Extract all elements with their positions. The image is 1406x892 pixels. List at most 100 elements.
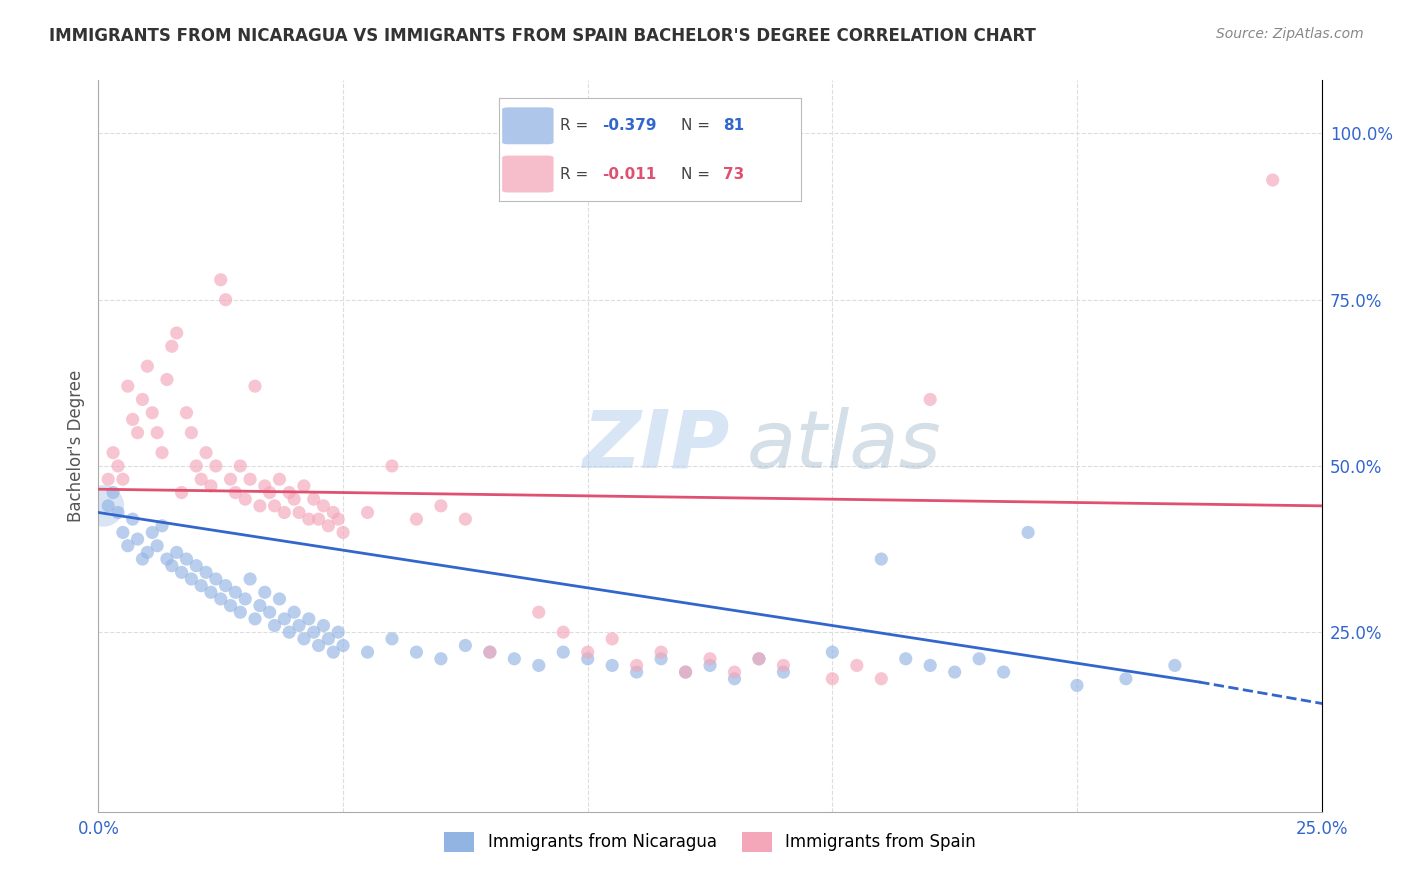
Point: [381, 632, 404, 646]
Point: [253, 479, 276, 493]
Point: [249, 499, 271, 513]
Point: [91, 499, 114, 513]
Point: [243, 379, 266, 393]
Point: [430, 652, 453, 666]
Point: [920, 658, 942, 673]
Point: [748, 652, 770, 666]
Point: [356, 506, 378, 520]
Point: [283, 492, 305, 507]
FancyBboxPatch shape: [502, 155, 554, 193]
Point: [111, 525, 134, 540]
Point: [224, 585, 246, 599]
Point: [239, 472, 262, 486]
Point: [943, 665, 966, 679]
Point: [146, 539, 169, 553]
Point: [920, 392, 942, 407]
Point: [269, 472, 291, 486]
Point: [312, 499, 335, 513]
Point: [219, 599, 242, 613]
Point: [405, 645, 427, 659]
Point: [626, 665, 648, 679]
Point: [229, 605, 252, 619]
Point: [576, 652, 599, 666]
Point: [127, 532, 149, 546]
Point: [772, 665, 794, 679]
Point: [527, 605, 550, 619]
Point: [723, 672, 745, 686]
Point: [356, 645, 378, 659]
Point: [845, 658, 868, 673]
Point: [527, 658, 550, 673]
Point: [219, 472, 242, 486]
Point: [283, 605, 305, 619]
Point: [186, 458, 208, 473]
Text: N =: N =: [681, 119, 714, 133]
Point: [166, 545, 188, 559]
Point: [214, 579, 236, 593]
Point: [224, 485, 246, 500]
Point: [176, 552, 198, 566]
Text: atlas: atlas: [747, 407, 942, 485]
Point: [600, 632, 623, 646]
Point: [292, 479, 315, 493]
Point: [97, 499, 120, 513]
Point: [278, 485, 301, 500]
Point: [332, 639, 354, 653]
Point: [332, 525, 354, 540]
Point: [131, 552, 153, 566]
Point: [298, 612, 321, 626]
Point: [253, 585, 276, 599]
Text: 73: 73: [723, 167, 744, 182]
Point: [233, 492, 256, 507]
Text: Source: ZipAtlas.com: Source: ZipAtlas.com: [1216, 27, 1364, 41]
Point: [1261, 173, 1284, 187]
Point: [209, 273, 232, 287]
Point: [249, 599, 271, 613]
Text: R =: R =: [560, 119, 593, 133]
Point: [186, 558, 208, 573]
Point: [821, 672, 844, 686]
Point: [328, 512, 350, 526]
Point: [111, 472, 134, 486]
Point: [156, 552, 179, 566]
Point: [318, 518, 340, 533]
Point: [308, 512, 330, 526]
Point: [626, 658, 648, 673]
Point: [821, 645, 844, 659]
Point: [205, 572, 228, 586]
Point: [121, 412, 143, 426]
Point: [699, 652, 721, 666]
Point: [675, 665, 697, 679]
Point: [200, 585, 222, 599]
Point: [170, 566, 193, 580]
Point: [170, 485, 193, 500]
Point: [117, 539, 139, 553]
Point: [160, 558, 183, 573]
Point: [150, 518, 173, 533]
Point: [205, 458, 228, 473]
Point: [675, 665, 697, 679]
Point: [1164, 658, 1187, 673]
Point: [107, 458, 129, 473]
Point: [723, 665, 745, 679]
Text: ZIP: ZIP: [582, 407, 728, 485]
Point: [263, 618, 285, 632]
Point: [200, 479, 222, 493]
Point: [273, 612, 295, 626]
Point: [967, 652, 990, 666]
Point: [233, 591, 256, 606]
Point: [136, 359, 159, 374]
Point: [273, 506, 295, 520]
Point: [141, 525, 163, 540]
Point: [259, 605, 281, 619]
Point: [298, 512, 321, 526]
Point: [478, 645, 501, 659]
Point: [1017, 525, 1039, 540]
Point: [1066, 678, 1088, 692]
Legend: Immigrants from Nicaragua, Immigrants from Spain: Immigrants from Nicaragua, Immigrants fr…: [437, 826, 983, 858]
Point: [263, 499, 285, 513]
Point: [166, 326, 188, 340]
Point: [214, 293, 236, 307]
Point: [454, 639, 477, 653]
Point: [141, 406, 163, 420]
